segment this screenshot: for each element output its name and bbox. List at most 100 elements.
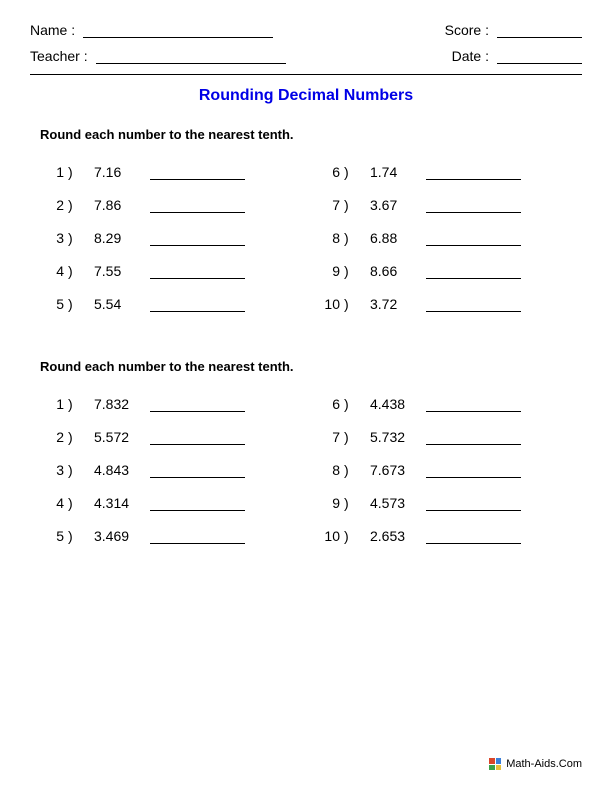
answer-blank[interactable] [426,233,521,246]
answer-blank[interactable] [150,266,245,279]
problem-number: 10 [306,296,344,312]
problem-number: 2 [30,429,68,445]
problem-number: 10 [306,528,344,544]
problem-number: 2 [30,197,68,213]
score-field: Score : [445,22,582,38]
problem-row: 4)4.314 [30,495,306,511]
problem-column: 1)7.162)7.863)8.294)7.555)5.54 [30,164,306,329]
problem-row: 3)8.29 [30,230,306,246]
problem-row: 7)3.67 [306,197,582,213]
answer-blank[interactable] [426,432,521,445]
problem-value: 5.572 [80,429,144,445]
problem-row: 7)5.732 [306,429,582,445]
answer-blank[interactable] [150,299,245,312]
problem-column: 1)7.8322)5.5723)4.8434)4.3145)3.469 [30,396,306,561]
teacher-blank[interactable] [96,50,286,64]
problem-value: 8.66 [356,263,420,279]
answer-blank[interactable] [150,432,245,445]
sections-container: Round each number to the nearest tenth. 1… [30,127,582,561]
answer-blank[interactable] [150,465,245,478]
problem-value: 8.29 [80,230,144,246]
problem-paren: ) [344,263,356,279]
date-blank[interactable] [497,50,582,64]
answer-blank[interactable] [426,266,521,279]
problem-number: 9 [306,263,344,279]
section: Round each number to the nearest tenth.1… [30,359,582,561]
problem-number: 4 [30,495,68,511]
footer-logo-icon [489,758,501,770]
problem-number: 1 [30,164,68,180]
instruction-text: Round each number to the nearest tenth. [40,127,582,142]
answer-blank[interactable] [426,498,521,511]
answer-blank[interactable] [426,465,521,478]
problem-paren: ) [68,528,80,544]
problem-row: 5)5.54 [30,296,306,312]
answer-blank[interactable] [150,233,245,246]
problem-row: 4)7.55 [30,263,306,279]
problem-value: 3.72 [356,296,420,312]
name-blank[interactable] [83,24,273,38]
answer-blank[interactable] [150,167,245,180]
header-divider [30,74,582,75]
problem-paren: ) [68,462,80,478]
problem-number: 5 [30,296,68,312]
answer-blank[interactable] [150,531,245,544]
problem-number: 3 [30,230,68,246]
problem-paren: ) [344,495,356,511]
problem-row: 5)3.469 [30,528,306,544]
footer-text: Math-Aids.Com [506,758,582,770]
date-label: Date : [452,48,489,64]
problem-value: 4.438 [356,396,420,412]
problem-number: 8 [306,462,344,478]
problem-paren: ) [344,528,356,544]
problem-number: 6 [306,396,344,412]
score-label: Score : [445,22,489,38]
problem-value: 5.54 [80,296,144,312]
answer-blank[interactable] [426,200,521,213]
problem-row: 10)3.72 [306,296,582,312]
problem-value: 7.673 [356,462,420,478]
problem-paren: ) [344,396,356,412]
problem-paren: ) [68,296,80,312]
problem-value: 6.88 [356,230,420,246]
answer-blank[interactable] [150,200,245,213]
problem-value: 4.843 [80,462,144,478]
score-blank[interactable] [497,24,582,38]
problem-value: 7.86 [80,197,144,213]
problem-value: 4.573 [356,495,420,511]
problem-value: 7.832 [80,396,144,412]
problem-row: 9)8.66 [306,263,582,279]
answer-blank[interactable] [150,399,245,412]
problem-paren: ) [344,429,356,445]
problem-number: 3 [30,462,68,478]
problem-value: 5.732 [356,429,420,445]
answer-blank[interactable] [150,498,245,511]
answer-blank[interactable] [426,399,521,412]
problem-column: 6) 1.74 7)3.67 8)6.88 9)8.66 10)3.72 [306,164,582,329]
answer-blank[interactable] [426,167,521,180]
section: Round each number to the nearest tenth. 1… [30,127,582,329]
header-row-2: Teacher : Date : [30,48,582,64]
problem-number: 4 [30,263,68,279]
problem-row: 10)2.653 [306,528,582,544]
answer-blank[interactable] [426,299,521,312]
problem-row: 1)7.832 [30,396,306,412]
problem-number: 6 [306,164,344,180]
name-label: Name : [30,22,75,38]
problem-number: 7 [306,429,344,445]
answer-blank[interactable] [426,531,521,544]
problem-value: 3.469 [80,528,144,544]
footer: Math-Aids.Com [489,758,582,770]
problem-paren: ) [68,396,80,412]
problem-row: 1)7.16 [30,164,306,180]
problem-paren: ) [68,197,80,213]
problem-value: 1.74 [356,164,420,180]
name-field: Name : [30,22,273,38]
problem-number: 1 [30,396,68,412]
page-title: Rounding Decimal Numbers [30,87,582,105]
problem-paren: ) [344,462,356,478]
problem-row: 6)4.438 [306,396,582,412]
teacher-field: Teacher : [30,48,286,64]
problem-number: 8 [306,230,344,246]
problem-row: 8)6.88 [306,230,582,246]
